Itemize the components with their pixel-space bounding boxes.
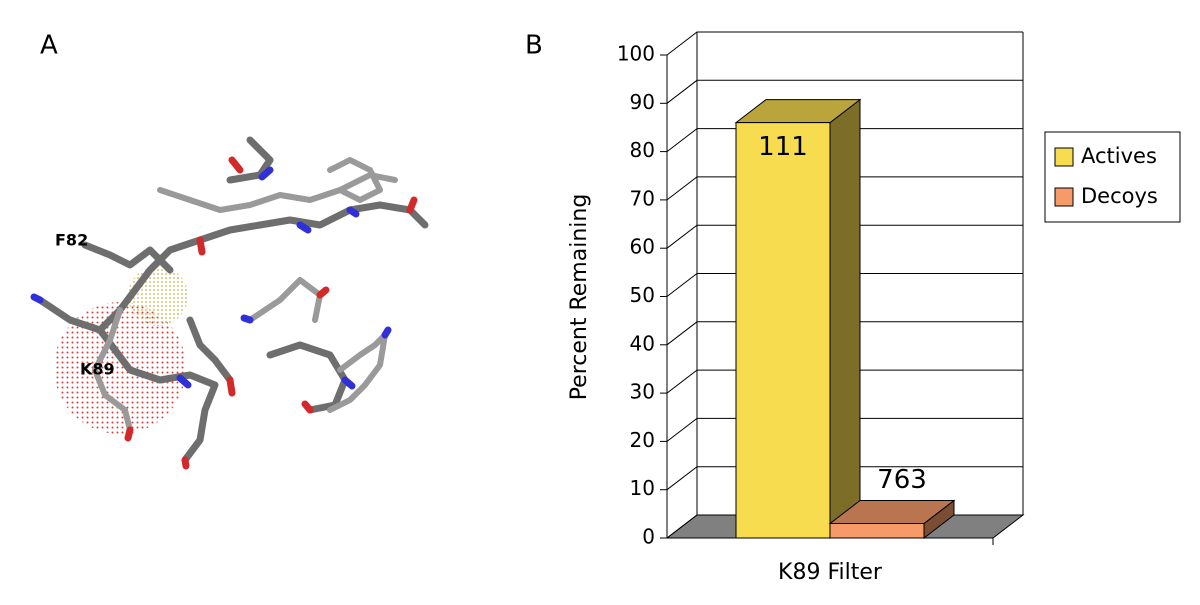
grid-line	[666, 417, 1023, 442]
y-tick-label: 90	[630, 90, 655, 114]
grid-line	[666, 128, 1023, 152]
residue-label: K89	[80, 360, 115, 379]
count-label: 763	[877, 465, 927, 495]
y-tick-label: 10	[630, 476, 655, 500]
grid-line	[666, 369, 1023, 394]
y-tick-label: 0	[642, 525, 655, 549]
y-tick-label: 50	[630, 283, 655, 307]
y-tick-label: 40	[630, 331, 655, 355]
molecule	[30, 136, 429, 470]
legend-label: Decoys	[1081, 184, 1158, 208]
grid-line	[666, 79, 1023, 104]
legend-box	[1044, 131, 1181, 223]
y-tick-label: 80	[630, 138, 655, 162]
y-tick-label: 100	[617, 42, 655, 66]
bar-side	[829, 98, 861, 540]
legend-swatch	[1054, 187, 1074, 207]
bar	[829, 523, 925, 539]
y-tick-label: 20	[630, 428, 655, 452]
y-tick-label: 70	[630, 186, 655, 210]
count-label: 111	[758, 132, 808, 162]
panel-label: A	[40, 31, 58, 61]
grid-line	[666, 273, 1023, 297]
panel-label: B	[525, 31, 543, 61]
grid-line	[666, 31, 1023, 56]
grid-line	[666, 176, 1023, 201]
residue-label: F82	[55, 231, 88, 250]
legend-label: Actives	[1081, 144, 1157, 168]
y-tick-label: 30	[630, 380, 655, 404]
grid-line	[666, 321, 1023, 346]
y-tick-label: 60	[630, 235, 655, 259]
y-axis-label: Percent Remaining	[567, 194, 592, 401]
chart: 0 10 20 30 40 50 60 70 80 90 100 Percent Remaining K…	[567, 31, 1181, 585]
legend-swatch	[1054, 147, 1074, 167]
grid-line	[666, 466, 1023, 491]
grid-line	[666, 224, 1023, 249]
bar	[735, 122, 831, 539]
x-tick-label: K89 Filter	[778, 560, 883, 585]
